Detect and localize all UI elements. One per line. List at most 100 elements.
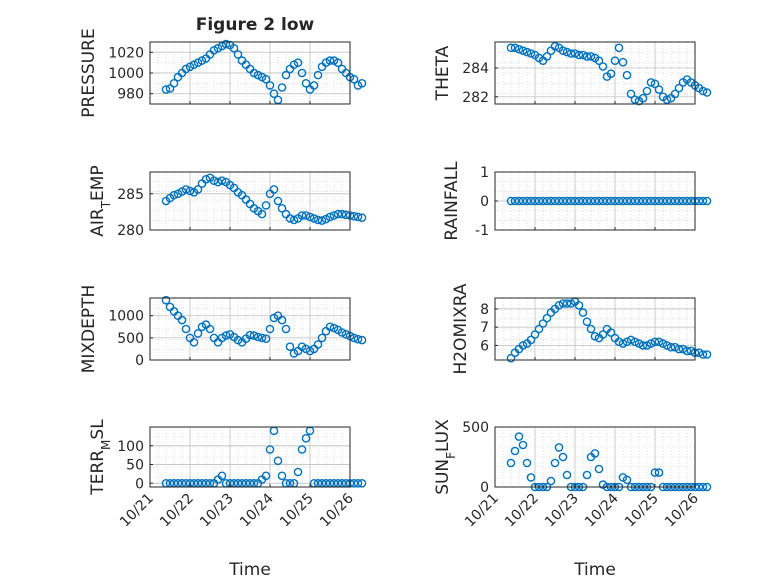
data-point: [654, 196, 664, 206]
y-label-subscript: M: [99, 440, 113, 450]
data-point: [265, 445, 275, 454]
data-point: [646, 196, 656, 206]
data-point: [518, 341, 528, 350]
axes-box: [494, 426, 696, 488]
data-point: [518, 196, 528, 206]
x-axis-label: Time: [228, 560, 271, 580]
data-point: [702, 482, 712, 492]
data-point: [618, 196, 628, 206]
data-point: [582, 470, 592, 480]
data-point: [642, 341, 652, 350]
data-point: [514, 196, 524, 206]
data-point: [666, 196, 676, 206]
data-point: [209, 176, 219, 185]
data-point: [526, 335, 536, 345]
y-tick-label: 8: [480, 302, 489, 318]
data-point: [662, 341, 672, 350]
data-point: [510, 43, 520, 53]
y-axis-label: THETA: [433, 45, 453, 101]
data-point: [289, 60, 299, 69]
data-point: [586, 52, 596, 61]
y-tick-label: 980: [117, 87, 144, 103]
data-point: [622, 337, 632, 347]
data-point: [161, 85, 171, 94]
x-axis-label: Time: [573, 560, 616, 580]
data-point: [357, 79, 367, 88]
data-point: [630, 196, 640, 206]
y-axis-label: TERRMSL: [88, 419, 113, 496]
data-point: [646, 78, 656, 87]
data-point: [578, 196, 588, 206]
y-tick-label: 284: [462, 61, 489, 77]
y-axis-label: PRESSURE: [79, 28, 99, 117]
figure-title: Figure 2 low: [196, 15, 315, 35]
data-point: [558, 196, 568, 206]
data-point: [506, 196, 516, 206]
data-point: [333, 58, 343, 68]
data-point: [269, 185, 279, 194]
data-point: [277, 471, 287, 481]
data-point: [522, 47, 532, 57]
data-point: [618, 57, 628, 67]
data-point: [514, 44, 524, 54]
data-point: [297, 68, 307, 78]
data-point: [702, 88, 712, 97]
y-label-subscript: F: [444, 452, 458, 459]
y-tick-label: 50: [126, 458, 144, 474]
data-point: [614, 196, 624, 206]
data-point: [562, 196, 572, 206]
y-tick-label: -1: [475, 223, 489, 239]
data-point: [642, 196, 652, 206]
data-point: [610, 196, 620, 206]
data-point: [337, 209, 347, 219]
data-point: [522, 196, 532, 206]
data-point: [626, 335, 636, 345]
data-point: [542, 52, 552, 61]
data-point: [181, 185, 191, 194]
subplot-4: -1 0 1 RAINFALL: [442, 161, 712, 241]
data-point: [598, 196, 608, 206]
data-point: [305, 212, 315, 222]
data-point: [622, 70, 632, 80]
data-point: [562, 47, 572, 57]
data-point: [269, 89, 279, 98]
data-point: [261, 471, 271, 481]
data-point: [586, 324, 596, 334]
y-tick-label: 0: [135, 476, 144, 492]
y-tick-label: 500: [117, 331, 144, 347]
data-point: [550, 458, 560, 468]
y-tick-label: 282: [462, 90, 489, 106]
data-point: [590, 196, 600, 206]
data-point: [622, 475, 632, 485]
data-point: [702, 196, 712, 206]
data-point: [554, 196, 564, 206]
data-point: [245, 330, 255, 340]
data-point: [598, 62, 608, 71]
data-point: [574, 50, 584, 60]
data-point: [558, 46, 568, 56]
y-label-part: LUX: [433, 419, 453, 452]
axes-box: [149, 426, 351, 488]
y-tick-label: 500: [462, 420, 489, 436]
data-point: [257, 209, 267, 219]
data-point: [618, 339, 628, 348]
data-point: [630, 95, 640, 104]
data-point: [201, 174, 211, 184]
data-point: [213, 177, 223, 187]
y-label-part: TERR: [88, 450, 108, 496]
data-point: [654, 468, 664, 477]
data-point: [566, 196, 576, 206]
data-point: [265, 324, 275, 334]
subplot-5: 0 500 1000 MIXDEPTH: [79, 285, 367, 373]
data-point: [698, 350, 708, 359]
data-point: [606, 328, 616, 337]
data-point: [249, 331, 259, 340]
data-point: [297, 445, 307, 454]
data-point: [317, 216, 327, 225]
data-point: [281, 324, 291, 334]
data-point: [614, 337, 624, 347]
data-point: [277, 315, 287, 325]
data-point: [522, 458, 532, 468]
